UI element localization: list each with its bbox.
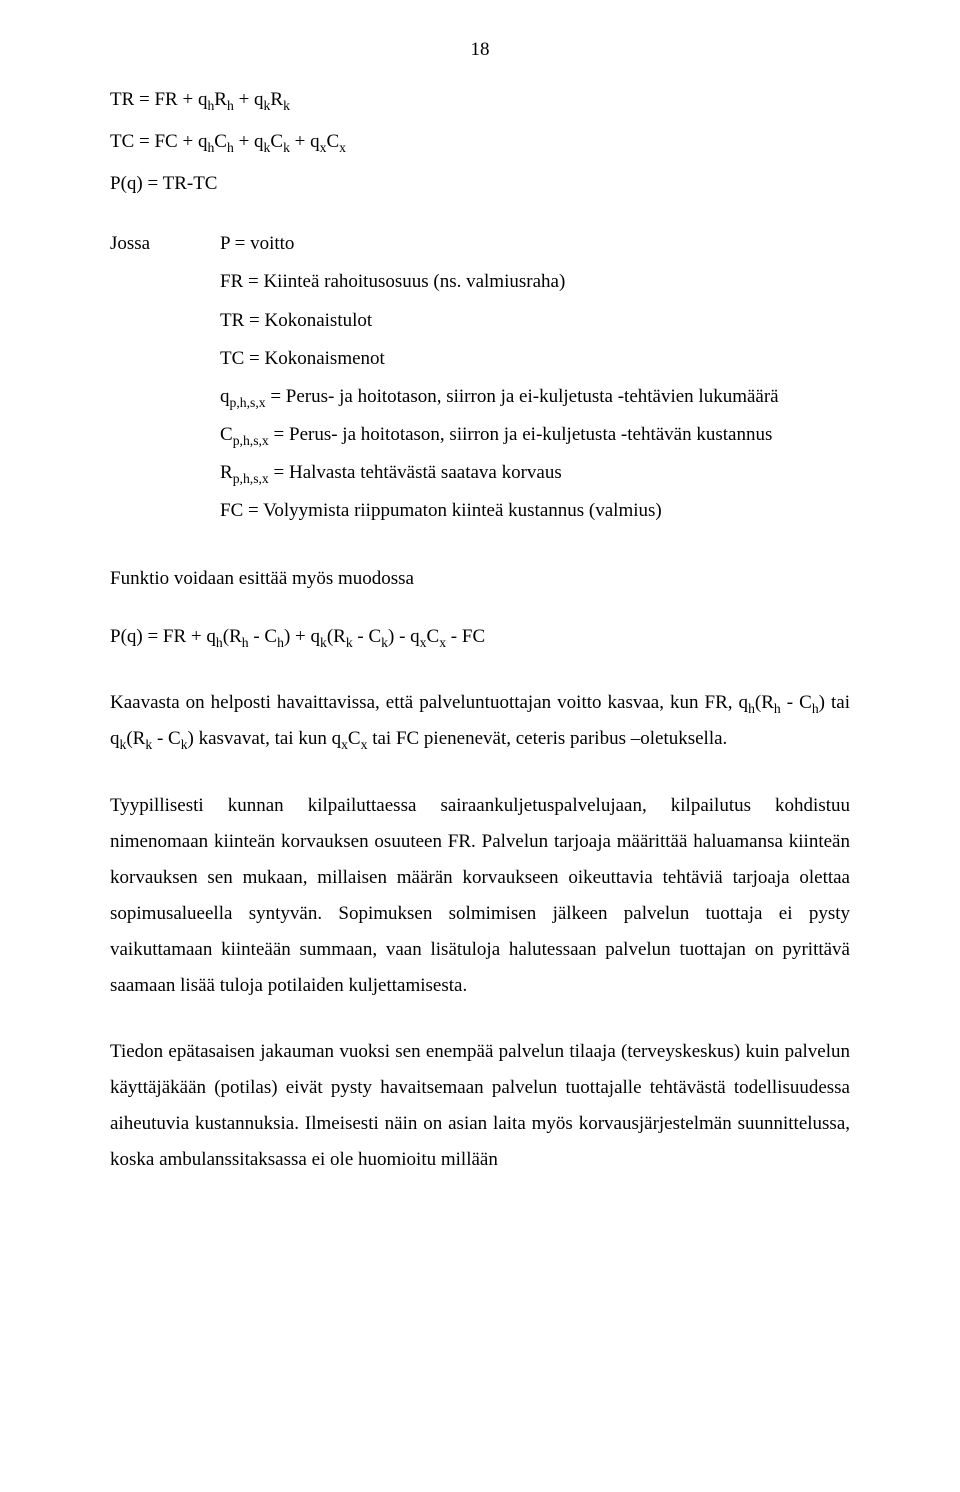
function-intro: Funktio voidaan esittää myös muodossa (110, 561, 850, 597)
def-line: TC = Kokonaismenot (220, 341, 850, 377)
where-block: Jossa P = voitto FR = Kiinteä rahoitusos… (110, 226, 850, 531)
def-line: FR = Kiinteä rahoitusosuus (ns. valmiusr… (220, 264, 850, 300)
equation-pq: P(q) = TR-TC (110, 166, 850, 202)
def-line: P = voitto (220, 226, 850, 262)
def-line: FC = Volyymista riippumaton kiinteä kust… (220, 493, 850, 529)
paragraph: Kaavasta on helposti havaittavissa, että… (110, 685, 850, 757)
def-line: Cp,h,s,x = Perus- ja hoitotason, siirron… (220, 417, 850, 453)
page: 18 TR = FR + qhRh + qkRk TC = FC + qhCh … (0, 0, 960, 1492)
equation-pq-expanded: P(q) = FR + qh(Rh - Ch) + qk(Rk - Ck) - … (110, 619, 850, 655)
where-definitions: P = voitto FR = Kiinteä rahoitusosuus (n… (220, 226, 850, 531)
def-line: Rp,h,s,x = Halvasta tehtävästä saatava k… (220, 455, 850, 491)
where-label: Jossa (110, 226, 220, 531)
paragraph: Tyypillisesti kunnan kilpailuttaessa sai… (110, 788, 850, 1005)
equation-tc: TC = FC + qhCh + qkCk + qxCx (110, 124, 850, 160)
paragraph: Tiedon epätasaisen jakauman vuoksi sen e… (110, 1034, 850, 1178)
equation-tr: TR = FR + qhRh + qkRk (110, 82, 850, 118)
def-line: TR = Kokonaistulot (220, 303, 850, 339)
page-number: 18 (110, 32, 850, 68)
def-line: qp,h,s,x = Perus- ja hoitotason, siirron… (220, 379, 850, 415)
